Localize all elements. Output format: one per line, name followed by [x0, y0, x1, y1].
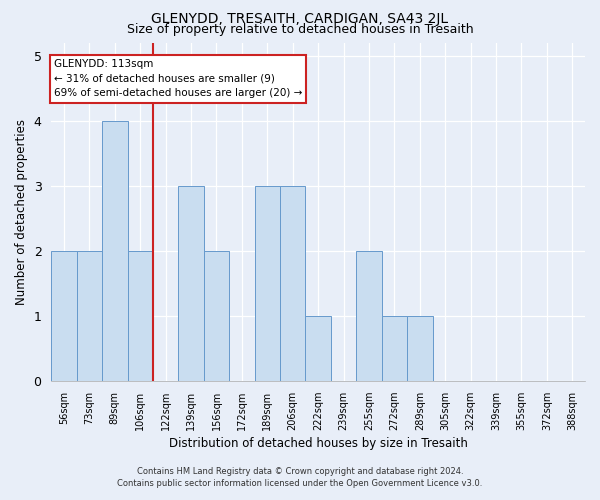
Bar — [77, 250, 102, 381]
Text: GLENYDD, TRESAITH, CARDIGAN, SA43 2JL: GLENYDD, TRESAITH, CARDIGAN, SA43 2JL — [151, 12, 449, 26]
Text: GLENYDD: 113sqm
← 31% of detached houses are smaller (9)
69% of semi-detached ho: GLENYDD: 113sqm ← 31% of detached houses… — [54, 59, 302, 98]
Bar — [254, 186, 280, 381]
Bar — [204, 250, 229, 381]
Bar — [280, 186, 305, 381]
X-axis label: Distribution of detached houses by size in Tresaith: Distribution of detached houses by size … — [169, 437, 467, 450]
Text: Contains HM Land Registry data © Crown copyright and database right 2024.
Contai: Contains HM Land Registry data © Crown c… — [118, 466, 482, 487]
Bar — [102, 120, 128, 381]
Bar — [128, 250, 153, 381]
Bar — [382, 316, 407, 381]
Bar — [305, 316, 331, 381]
Y-axis label: Number of detached properties: Number of detached properties — [15, 118, 28, 304]
Bar — [178, 186, 204, 381]
Bar — [51, 250, 77, 381]
Bar — [407, 316, 433, 381]
Bar — [356, 250, 382, 381]
Text: Size of property relative to detached houses in Tresaith: Size of property relative to detached ho… — [127, 24, 473, 36]
